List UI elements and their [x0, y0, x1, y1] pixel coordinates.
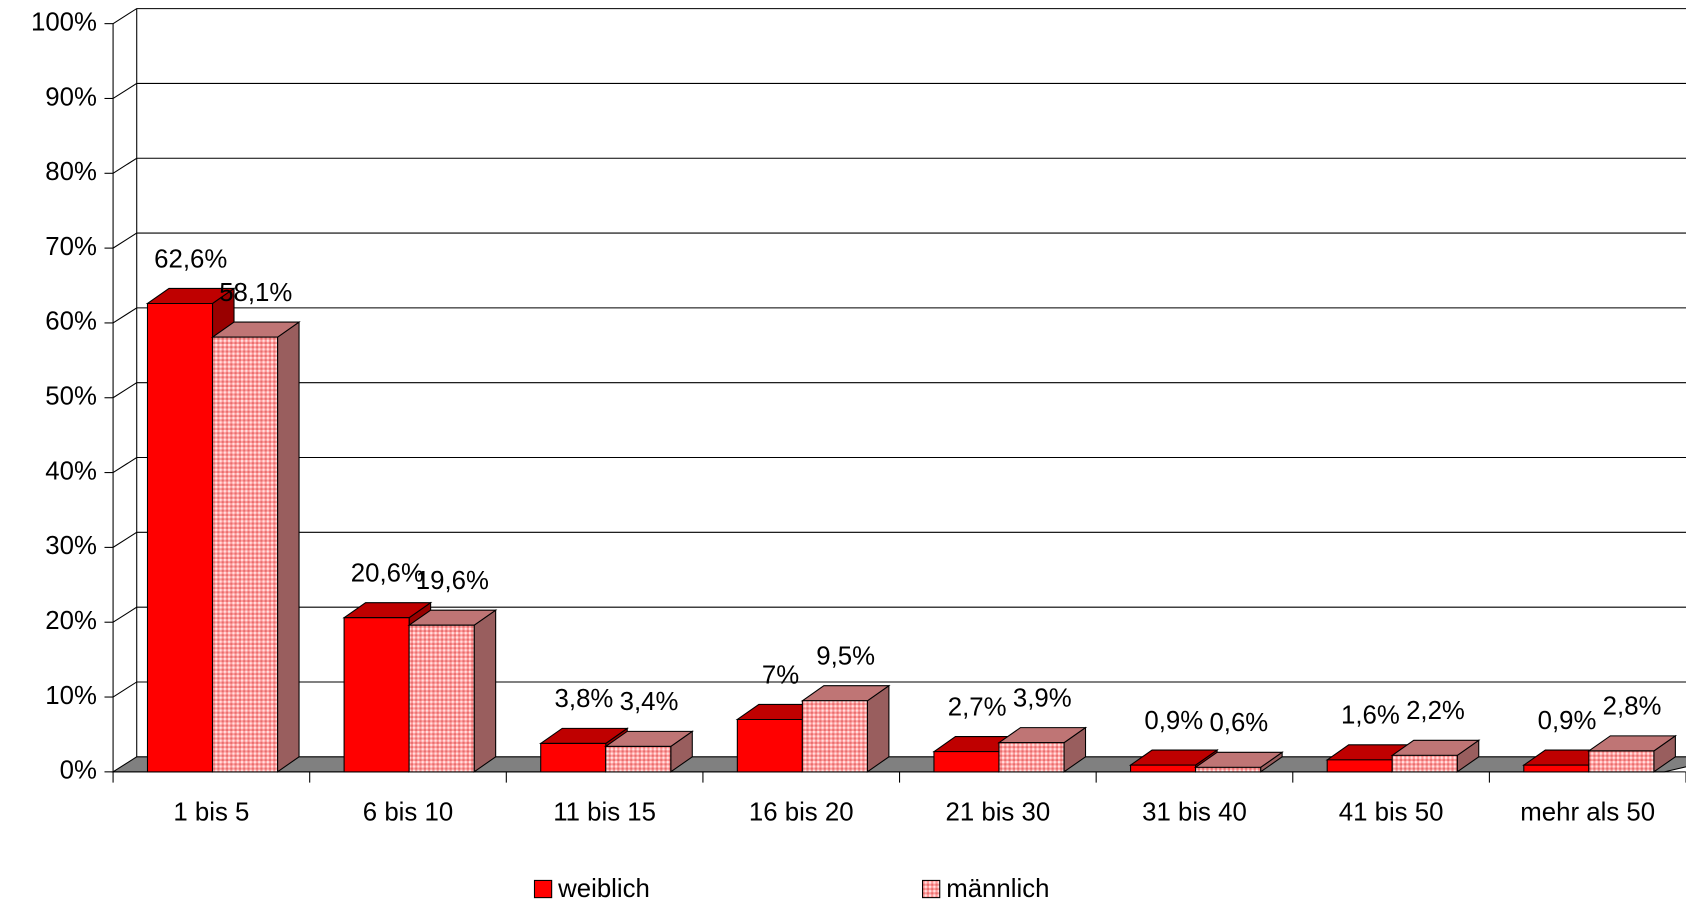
y-tick-label: 100%	[31, 8, 97, 36]
x-tick-label: 11 bis 15	[553, 799, 656, 827]
data-label: 9,5%	[816, 643, 875, 671]
grid-line	[112, 82, 1686, 99]
x-tick-label: 1 bis 5	[173, 799, 249, 827]
data-label: 3,8%	[555, 685, 614, 713]
data-label: 58,1%	[219, 279, 292, 307]
x-tick-label: mehr als 50	[1520, 799, 1655, 827]
y-tick-label: 70%	[45, 233, 97, 261]
grid-line	[112, 382, 1686, 399]
bar-front	[408, 624, 475, 773]
data-label: 7%	[762, 661, 799, 689]
bar-front	[1130, 764, 1197, 773]
bar	[1587, 734, 1678, 773]
y-tick-label: 40%	[45, 457, 97, 485]
legend-swatch	[922, 879, 941, 899]
bar-front	[801, 700, 868, 773]
data-label: 0,9%	[1144, 707, 1203, 735]
bar	[604, 730, 694, 773]
x-tick-label: 16 bis 20	[749, 799, 854, 827]
y-tick-label: 80%	[45, 158, 97, 186]
bar	[210, 321, 301, 773]
bar-front	[605, 745, 672, 773]
data-label: 0,6%	[1209, 709, 1268, 737]
bar	[407, 609, 498, 773]
data-label: 3,9%	[1013, 684, 1072, 712]
legend-label: weiblich	[557, 875, 650, 903]
bar-front	[736, 718, 803, 773]
bar-front	[146, 302, 214, 773]
legend-label: männlich	[946, 875, 1049, 903]
bar-front	[1326, 759, 1393, 773]
bar-front	[1195, 766, 1262, 773]
bar-front	[343, 617, 410, 773]
bar-front	[933, 751, 1000, 773]
bar-side	[277, 321, 300, 773]
y-tick-label: 60%	[45, 308, 97, 336]
grid-line	[112, 8, 1686, 25]
bar	[1390, 739, 1481, 773]
x-tick-label: 6 bis 10	[363, 799, 453, 827]
x-tick-label: 41 bis 50	[1339, 799, 1444, 827]
grid-line	[112, 157, 1686, 174]
y-tick-label: 90%	[45, 83, 97, 111]
bar-front	[1523, 764, 1590, 773]
bar	[800, 684, 891, 773]
bar-front	[211, 336, 279, 773]
bar	[1193, 751, 1284, 773]
data-label: 1,6%	[1341, 702, 1400, 730]
y-tick-label: 20%	[45, 607, 97, 635]
y-tick-label: 0%	[60, 757, 97, 785]
data-label: 2,2%	[1406, 697, 1465, 725]
bar-front	[998, 742, 1065, 773]
legend-swatch	[533, 879, 553, 899]
grid-line	[112, 232, 1686, 249]
bar-front	[540, 742, 607, 773]
grid-line	[112, 456, 1686, 474]
data-label: 2,8%	[1603, 693, 1662, 721]
x-tick-label: 21 bis 30	[946, 799, 1051, 827]
bar	[997, 726, 1088, 773]
grid-line	[112, 307, 1686, 324]
data-label: 3,4%	[620, 688, 679, 716]
data-label: 0,9%	[1538, 707, 1597, 735]
data-label: 62,6%	[154, 245, 227, 273]
data-label: 19,6%	[416, 567, 489, 595]
data-label: 2,7%	[948, 693, 1007, 721]
y-tick-label: 30%	[45, 532, 97, 560]
y-tick-label: 10%	[45, 682, 97, 710]
data-label: 20,6%	[351, 560, 424, 588]
y-tick-label: 50%	[45, 383, 97, 411]
bar-front	[1588, 750, 1655, 773]
bar	[1128, 749, 1219, 773]
bar-side	[473, 609, 497, 773]
bar-front	[1391, 754, 1458, 773]
x-tick-label: 31 bis 40	[1142, 799, 1247, 827]
grid-line	[112, 531, 1686, 548]
